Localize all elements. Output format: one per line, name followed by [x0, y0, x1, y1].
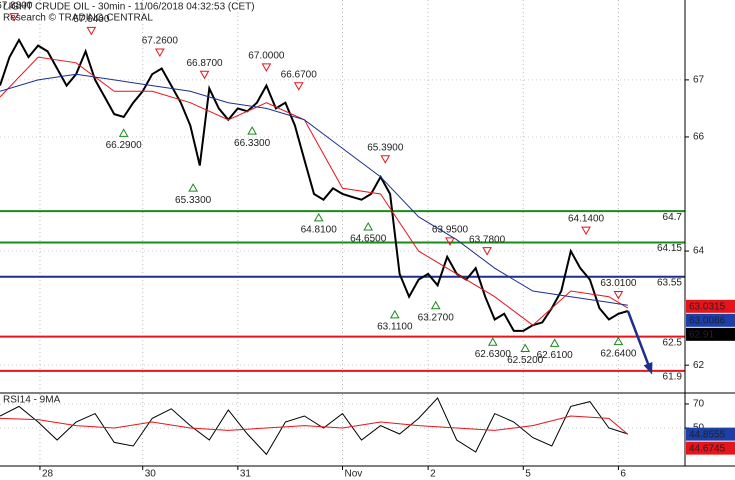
level-label: 64.15 — [657, 243, 682, 254]
level-label: 61.9 — [663, 372, 683, 383]
low-marker — [118, 128, 129, 137]
high-marker — [9, 13, 20, 22]
low-marker — [487, 337, 498, 346]
low-label: 64.8100 — [301, 224, 338, 235]
price-tag — [686, 327, 735, 341]
y-tick-label: 70 — [693, 399, 705, 410]
high-label: 67.6400 — [73, 14, 110, 25]
moving-average — [0, 56, 629, 326]
low-marker — [188, 183, 198, 192]
high-marker — [154, 48, 165, 58]
price-line — [0, 37, 629, 332]
high-label: 67.2600 — [142, 36, 179, 47]
x-tick-label: 2 — [430, 469, 436, 480]
high-marker — [380, 155, 391, 164]
low-label: 65.3300 — [175, 195, 212, 206]
low-label: 63.1100 — [377, 321, 413, 332]
high-marker — [613, 291, 624, 300]
low-marker — [613, 336, 624, 346]
y-tick-label: 64 — [693, 246, 705, 257]
rsi-line — [0, 397, 629, 456]
rsi-title: RSI14 - 9MA — [3, 395, 61, 406]
low-label: 62.6400 — [600, 348, 637, 359]
high-marker — [581, 226, 591, 236]
y-tick-label: 66 — [693, 132, 705, 143]
level-label: 62.5 — [663, 337, 683, 348]
moving-average — [0, 73, 628, 306]
high-label: 66.8700 — [186, 58, 223, 69]
low-label: 62.6300 — [475, 349, 512, 360]
high-label: 67.0000 — [248, 51, 285, 62]
price-tag — [686, 427, 735, 441]
high-marker — [482, 247, 492, 256]
price-tag-label: 63.0086 — [689, 315, 726, 326]
x-tick-label: 6 — [620, 469, 626, 480]
high-marker — [261, 63, 272, 72]
level-label: 64.7 — [663, 212, 683, 223]
level-label: 63.55 — [657, 277, 682, 288]
low-label: 66.2900 — [106, 140, 143, 151]
high-label: 67.8800 — [0, 0, 33, 11]
x-tick-label: Nov — [345, 469, 363, 480]
high-marker — [86, 26, 97, 36]
low-marker — [549, 338, 560, 347]
price-tag-label: 63.0315 — [689, 301, 726, 312]
high-marker — [445, 237, 455, 246]
y-tick-label: 67 — [693, 75, 705, 86]
price-tag — [686, 313, 735, 327]
high-label: 63.7800 — [469, 234, 506, 245]
low-marker — [520, 343, 531, 353]
high-marker — [199, 70, 210, 80]
price-tag-label: 62.91 — [689, 329, 714, 340]
low-marker — [363, 221, 374, 231]
low-marker — [247, 126, 257, 135]
low-marker — [313, 212, 324, 222]
low-label: 66.3300 — [234, 138, 271, 149]
x-tick-label: 31 — [240, 469, 252, 480]
projection-arrow-head — [643, 362, 653, 375]
low-label: 63.2700 — [418, 312, 455, 323]
projection-arrow — [626, 310, 652, 372]
x-tick-label: 30 — [145, 469, 157, 480]
low-label: 62.6100 — [537, 350, 574, 361]
high-label: 63.0100 — [600, 278, 637, 289]
low-label: 62.5200 — [507, 355, 544, 366]
high-label: 66.6700 — [281, 69, 318, 80]
price-tag-label: 44.8555 — [689, 429, 726, 440]
high-label: 65.3900 — [367, 142, 404, 153]
y-tick-label: 62 — [693, 360, 705, 371]
low-marker — [430, 300, 441, 310]
price-tag — [686, 299, 735, 313]
chart-title: LIGHT CRUDE OIL - 30min - 11/06/2018 04:… — [3, 2, 255, 13]
chart-subtitle: Research © TRADING CENTRAL — [3, 13, 153, 24]
low-label: 64.6500 — [350, 234, 387, 245]
high-label: 64.1400 — [568, 214, 605, 225]
price-tag — [686, 441, 735, 455]
x-tick-label: 5 — [525, 469, 531, 480]
high-marker — [293, 82, 304, 91]
rsi-average — [0, 415, 629, 435]
low-marker — [389, 309, 400, 319]
high-label: 63.9500 — [432, 225, 469, 236]
x-tick-label: 28 — [42, 469, 54, 480]
price-tag-label: 44.6745 — [689, 443, 726, 454]
